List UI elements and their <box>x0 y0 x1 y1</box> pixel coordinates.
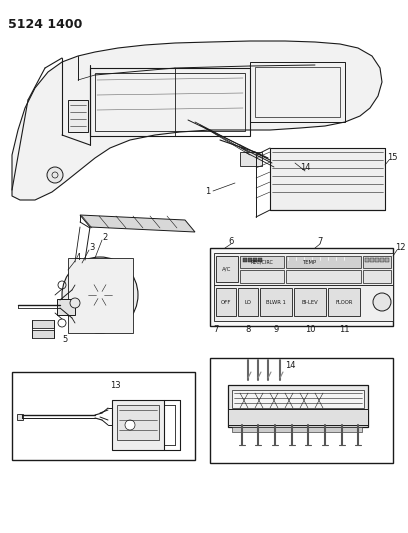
Text: 3: 3 <box>89 244 95 253</box>
Bar <box>380 258 384 262</box>
Text: BI-LEV: BI-LEV <box>302 300 318 304</box>
Text: 6: 6 <box>228 238 234 246</box>
Bar <box>248 258 252 262</box>
Circle shape <box>70 298 80 308</box>
Bar <box>90 68 250 136</box>
Bar <box>363 256 391 268</box>
Text: 4: 4 <box>75 254 81 262</box>
Bar <box>243 258 247 262</box>
Bar <box>17 414 23 420</box>
Bar <box>253 258 257 262</box>
Circle shape <box>125 420 135 430</box>
Polygon shape <box>80 215 195 232</box>
Bar <box>112 400 164 450</box>
Bar <box>232 390 364 408</box>
Circle shape <box>88 283 112 307</box>
Bar <box>238 288 258 316</box>
Text: OFF: OFF <box>221 300 231 304</box>
Text: 5124 1400: 5124 1400 <box>8 18 82 31</box>
Bar <box>232 427 362 432</box>
Text: REC/CIRC: REC/CIRC <box>251 260 273 264</box>
Text: 2: 2 <box>102 232 108 241</box>
Text: 11: 11 <box>339 326 349 335</box>
Bar <box>294 288 326 316</box>
Circle shape <box>96 291 104 299</box>
Text: 12: 12 <box>395 244 405 253</box>
Bar <box>68 100 88 132</box>
Bar <box>228 409 368 425</box>
Text: 8: 8 <box>245 326 251 335</box>
Bar <box>214 253 393 285</box>
Text: TEMP: TEMP <box>303 260 317 264</box>
Text: 9: 9 <box>273 326 279 335</box>
Bar <box>286 270 361 283</box>
Text: 14: 14 <box>300 164 310 173</box>
Text: 5: 5 <box>62 335 68 344</box>
Bar <box>216 288 236 316</box>
Text: 10: 10 <box>305 326 315 335</box>
Bar <box>210 358 393 463</box>
Bar <box>240 152 262 166</box>
Bar <box>270 148 385 210</box>
Bar <box>370 258 374 262</box>
Bar <box>68 258 133 333</box>
Bar <box>228 385 368 427</box>
Text: 15: 15 <box>387 154 397 163</box>
Text: BLWR 1: BLWR 1 <box>266 300 286 304</box>
Bar <box>240 270 284 283</box>
Bar <box>214 285 393 321</box>
Text: LO: LO <box>244 300 251 304</box>
Bar <box>385 258 389 262</box>
Bar <box>255 67 340 117</box>
Bar <box>365 258 369 262</box>
Bar <box>363 270 391 283</box>
Bar <box>250 62 345 122</box>
Circle shape <box>47 167 63 183</box>
Text: 7: 7 <box>213 326 219 335</box>
Bar <box>117 405 159 440</box>
Bar <box>286 256 361 268</box>
Bar <box>32 330 54 338</box>
Polygon shape <box>12 41 382 200</box>
Text: 14: 14 <box>285 360 295 369</box>
Text: 1: 1 <box>205 188 211 197</box>
Text: 7: 7 <box>317 238 323 246</box>
Bar <box>210 248 393 326</box>
Bar <box>240 256 284 268</box>
Bar <box>260 288 292 316</box>
Circle shape <box>373 293 391 311</box>
Bar <box>12 372 195 460</box>
Circle shape <box>62 257 138 333</box>
Bar <box>328 288 360 316</box>
Text: A/C: A/C <box>222 266 232 271</box>
Bar <box>32 320 54 328</box>
Text: FLOOR: FLOOR <box>335 300 353 304</box>
Bar <box>57 299 75 315</box>
Bar <box>375 258 379 262</box>
Bar <box>216 256 238 282</box>
Text: 13: 13 <box>110 381 120 390</box>
Bar <box>95 73 245 131</box>
Bar <box>258 258 262 262</box>
